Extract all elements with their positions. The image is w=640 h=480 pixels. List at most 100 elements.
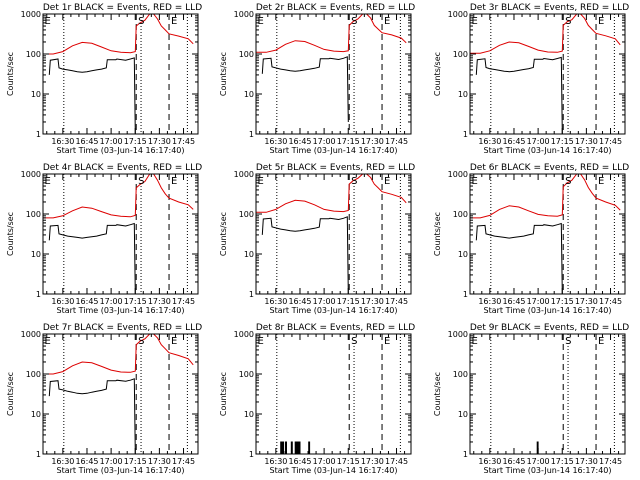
x-tick-label: 17:45 [385,297,408,306]
y-tick-label: 1000 [21,330,41,339]
chart-title: Det 5r BLACK = Events, RED = LLD [256,163,415,173]
x-tick-label: 17:45 [385,137,408,146]
chart-panel: Det 5r BLACK = Events, RED = LLD E S E 1 10 10… [219,163,415,315]
interval-flag-label: S [351,16,357,27]
x-tick-label: 16:30 [264,137,287,146]
x-tick-label: 16:45 [502,297,525,306]
y-tick-label: 10 [244,250,254,259]
interval-flag-label: E [258,336,264,347]
events-series-line [261,216,349,294]
chart-panel: Det 3r BLACK = Events, RED = LLD E S E 1 10 10… [433,3,629,155]
series-group [256,174,407,294]
y-tick-label: 10 [458,250,468,259]
chart-panel: Det 1r BLACK = Events, RED = LLD E S E 1 10 10… [6,3,202,155]
x-axis-label: Start Time (03-Jun-14 16:17:40) [484,146,612,155]
y-tick-label: 1 [249,450,254,459]
x-tick-label: 17:15 [337,457,360,466]
x-tick-label: 17:00 [100,137,123,146]
y-tick-label: 100 [239,50,254,59]
interval-flag-label: E [45,336,51,347]
chart-title: Det 1r BLACK = Events, RED = LLD [43,3,202,13]
y-axis-label: Counts/sec [433,212,442,256]
y-tick-label: 10 [244,90,254,99]
lld-series-line [43,174,194,219]
chart-title: Det 9r BLACK = Events, RED = LLD [470,323,629,333]
x-axis-label: Start Time (03-Jun-14 16:17:40) [484,466,612,475]
x-tick-label: 17:30 [575,457,598,466]
interval-flag-label: E [384,16,390,27]
x-tick-label: 16:45 [75,297,98,306]
chart-panel: Det 8r BLACK = Events, RED = LLD E S E 1 10 10… [219,323,415,475]
interval-flag-label: E [45,176,51,187]
chart-title: Det 6r BLACK = Events, RED = LLD [470,163,629,173]
x-tick-label: 16:30 [264,297,287,306]
y-tick-label: 10 [244,410,254,419]
plot-frame [255,173,412,295]
series-group [43,174,194,294]
plot-frame [255,333,412,455]
events-series-line [48,222,136,294]
interval-flag-label: E [171,176,177,187]
x-tick-label: 17:30 [148,137,171,146]
y-tick-label: 1000 [234,170,254,179]
series-group [470,14,621,134]
lld-series-line [43,334,194,375]
lld-series-line [470,174,621,219]
y-axis-label: Counts/sec [6,52,15,96]
plot-frame [42,173,199,295]
interval-flag-label: E [384,336,390,347]
interval-flag-label: E [258,16,264,27]
chart-title: Det 2r BLACK = Events, RED = LLD [256,3,415,13]
chart-title: Det 7r BLACK = Events, RED = LLD [43,323,202,333]
y-tick-label: 1 [36,130,41,139]
x-tick-label: 16:45 [288,457,311,466]
x-axis-label: Start Time (03-Jun-14 16:17:40) [57,306,185,315]
plot-frame [469,13,626,135]
interval-flag-label: S [351,176,357,187]
x-tick-label: 16:45 [288,297,311,306]
y-tick-label: 100 [453,210,468,219]
x-tick-label: 17:00 [527,457,550,466]
y-tick-label: 1000 [234,10,254,19]
y-axis-label: Counts/sec [433,52,442,96]
plot-frame [255,13,412,135]
interval-flag-label: E [171,16,177,27]
lld-series-line [470,14,621,54]
x-tick-label: 17:00 [313,457,336,466]
x-tick-label: 16:30 [51,457,74,466]
y-tick-label: 10 [31,410,41,419]
lld-series-line [43,14,194,55]
interval-flag-label: E [171,336,177,347]
x-tick-label: 17:30 [148,457,171,466]
x-tick-label: 17:15 [551,137,574,146]
x-axis-label: Start Time (03-Jun-14 16:17:40) [270,146,398,155]
events-series-line [48,57,136,134]
x-tick-label: 17:30 [575,297,598,306]
y-tick-label: 10 [458,90,468,99]
interval-flag-label: S [565,16,571,27]
y-tick-label: 1000 [448,330,468,339]
x-tick-label: 17:00 [100,457,123,466]
x-tick-label: 17:30 [575,137,598,146]
lld-series-line [256,14,407,53]
x-axis-label: Start Time (03-Jun-14 16:17:40) [270,306,398,315]
x-tick-label: 17:15 [337,297,360,306]
x-tick-label: 17:45 [599,457,622,466]
x-tick-label: 17:30 [361,457,384,466]
y-tick-label: 100 [453,370,468,379]
interval-flag-label: E [258,176,264,187]
y-tick-label: 100 [26,50,41,59]
x-tick-label: 17:45 [599,137,622,146]
y-axis-label: Counts/sec [6,212,15,256]
y-axis-label: Counts/sec [433,372,442,416]
interval-flag-label: E [598,16,604,27]
x-axis-label: Start Time (03-Jun-14 16:17:40) [57,466,185,475]
y-tick-label: 1000 [21,10,41,19]
x-tick-label: 16:30 [478,137,501,146]
series-group [280,441,311,454]
plot-frame [469,173,626,295]
x-tick-label: 17:45 [385,457,408,466]
x-tick-label: 17:45 [599,297,622,306]
y-tick-label: 100 [239,370,254,379]
chart-title: Det 4r BLACK = Events, RED = LLD [43,163,202,173]
